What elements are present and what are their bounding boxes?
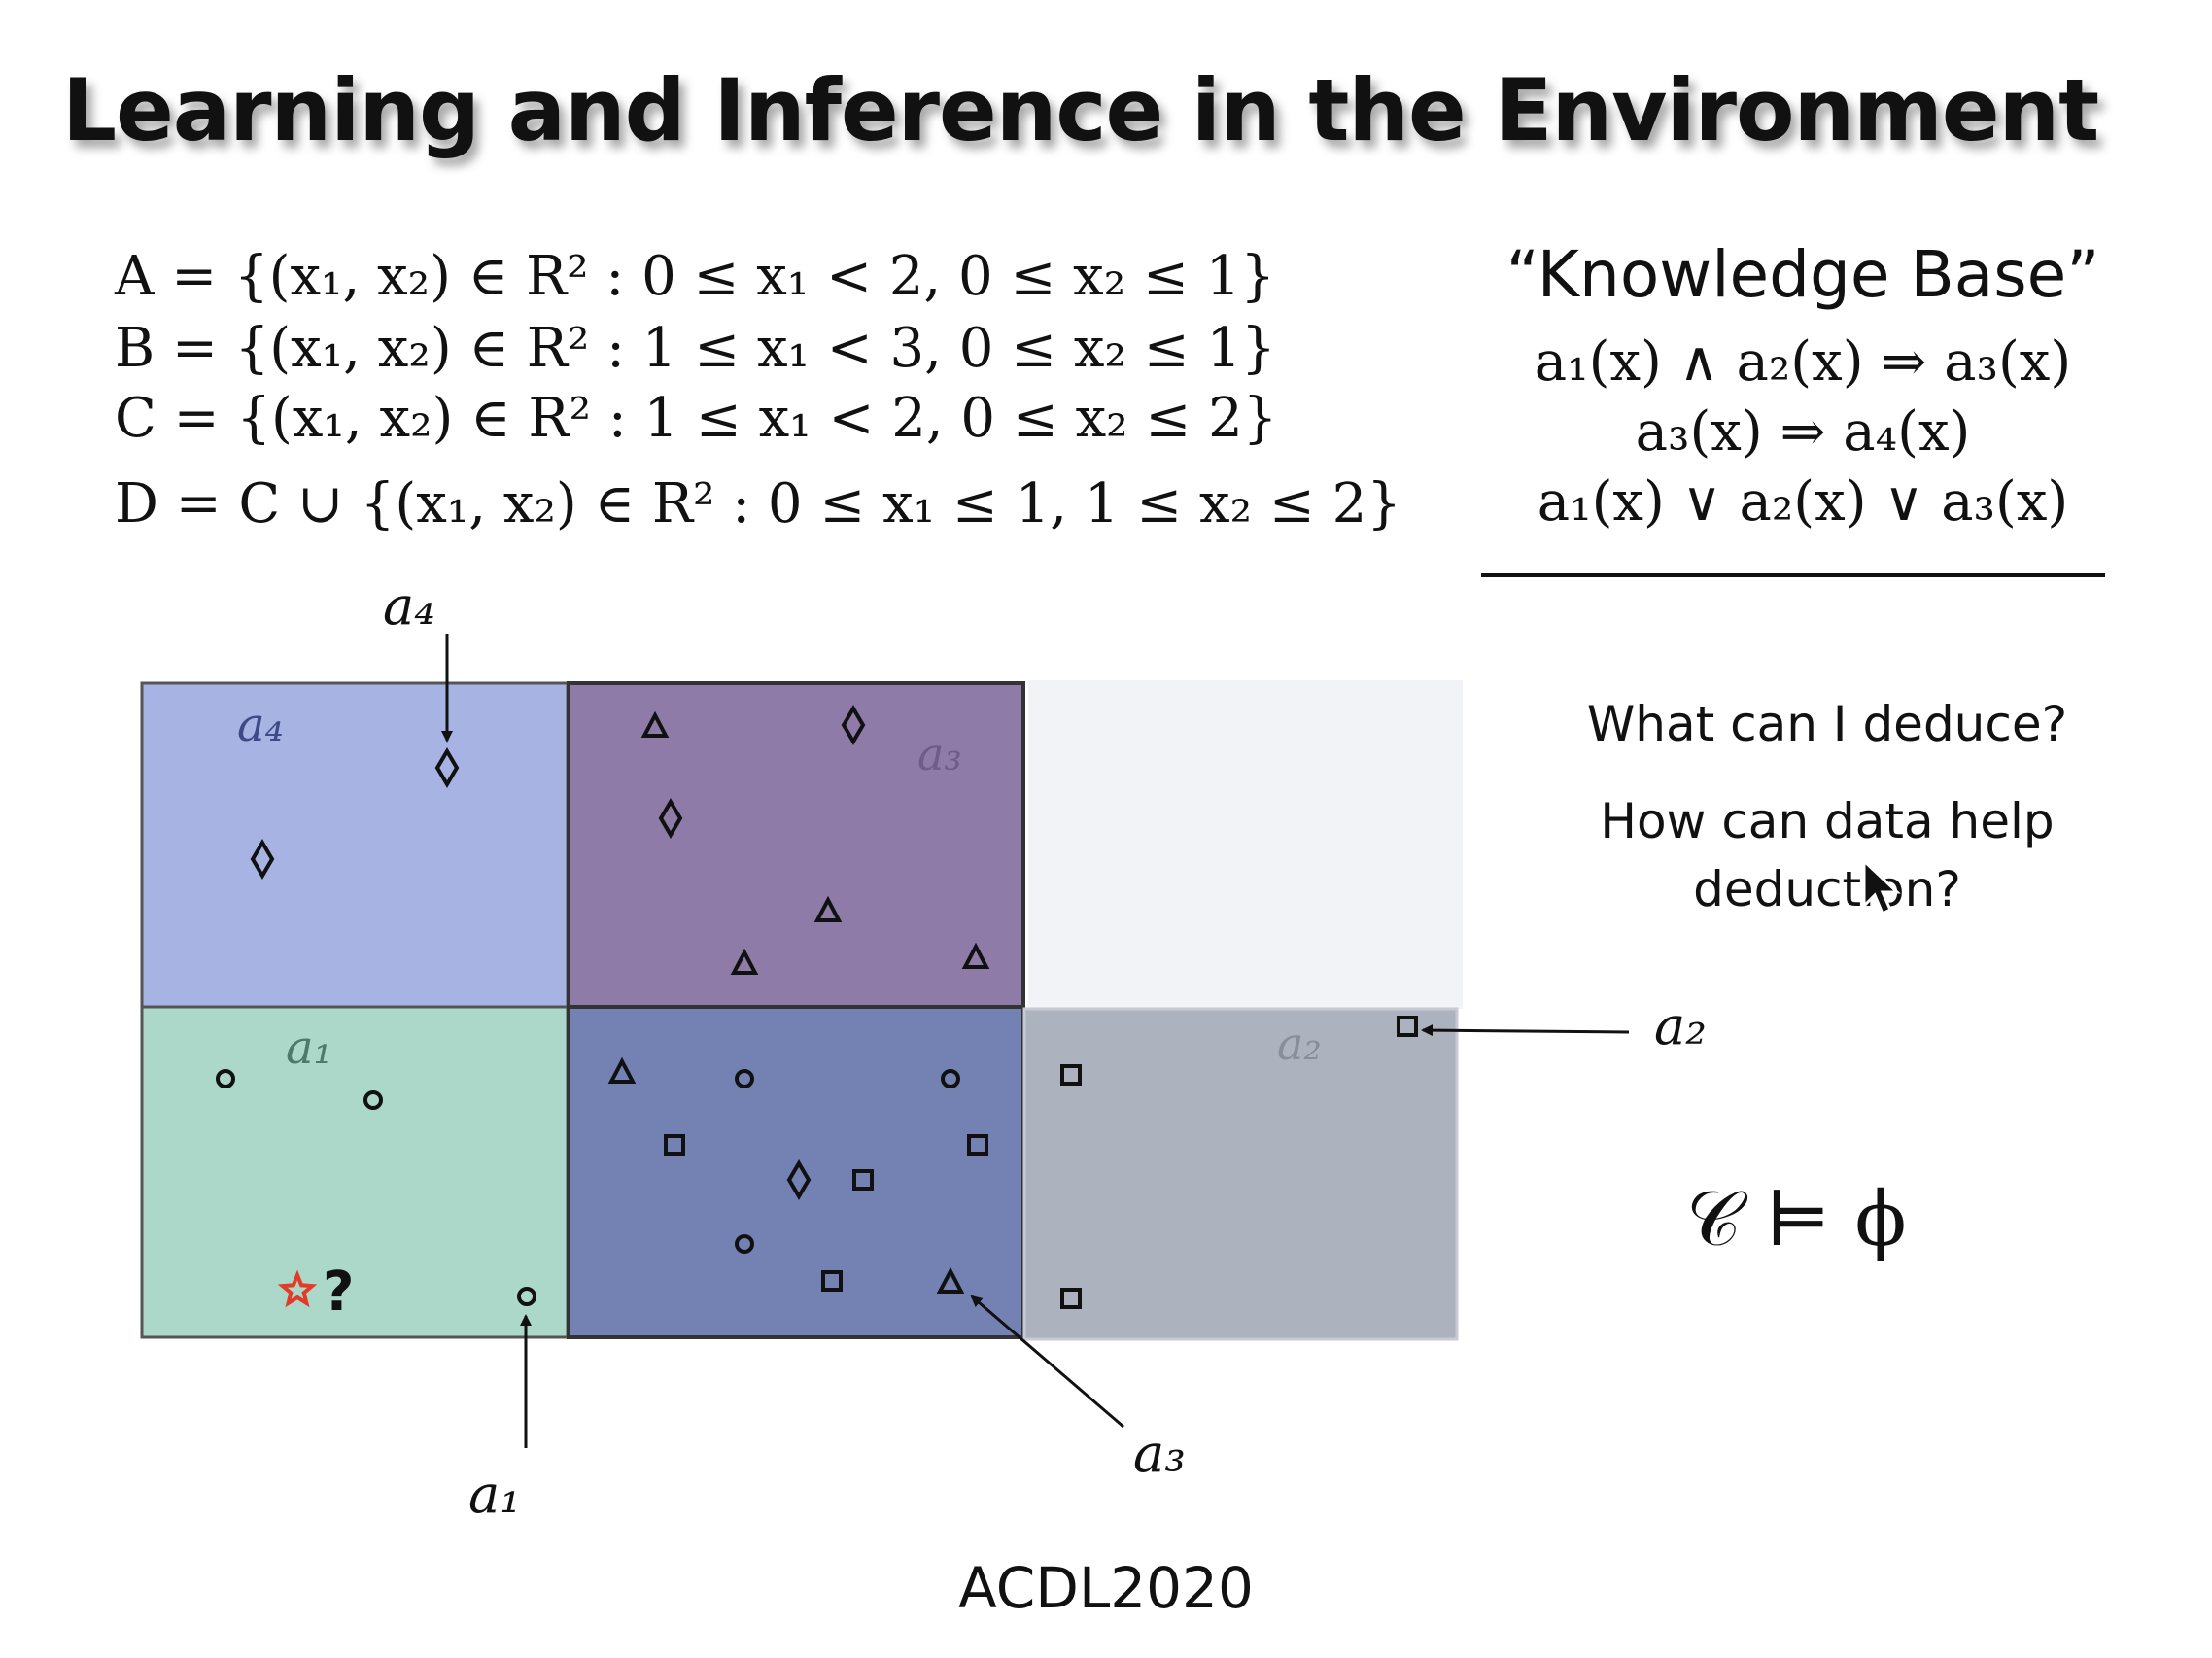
a1-callout-label: a₁ (468, 1464, 521, 1525)
a4-region (140, 681, 570, 1009)
circle-marker-overlap (735, 1069, 754, 1088)
triangle-marker-overlap (936, 1266, 965, 1294)
triangle-marker-a3 (640, 710, 670, 738)
a3-callout-label: a₃ (1133, 1423, 1186, 1484)
a2-region (1022, 1007, 1459, 1341)
empty-region (1028, 680, 1463, 1009)
definition-d: D = C ∪ {(x₁, x₂) ∈ R² : 0 ≤ x₁ ≤ 1, 1 ≤… (115, 472, 1401, 535)
kb-divider (1481, 573, 2105, 577)
region-label-a1: a₁ (286, 1020, 332, 1075)
a4-callout-label: a₄ (383, 575, 435, 637)
diamond-marker-a3 (841, 705, 866, 745)
triangle-marker-a3 (730, 948, 759, 975)
square-marker-a2 (1397, 1016, 1418, 1037)
question-deduce: What can I deduce? (1586, 696, 2068, 752)
square-marker-overlap (664, 1134, 685, 1156)
square-marker-a2 (1060, 1064, 1082, 1086)
question-data-help: How can data help deduction? (1600, 793, 2055, 917)
circle-marker-a1 (517, 1287, 536, 1306)
circle-marker-a1 (363, 1090, 383, 1110)
a2-callout-label: a₂ (1654, 995, 1707, 1056)
square-marker-overlap (821, 1270, 843, 1292)
triangle-marker-a3 (813, 895, 843, 922)
diamond-marker-a4 (434, 747, 460, 788)
a3-callout-arrow (970, 1295, 1124, 1429)
circle-marker-a1 (216, 1069, 235, 1088)
region-label-a3: a₃ (917, 728, 962, 780)
knowledge-base-heading: “Knowledge Base” (1505, 237, 2100, 312)
circle-marker-overlap (735, 1234, 754, 1254)
square-marker-a2 (1060, 1288, 1082, 1309)
region-label-a2: a₂ (1277, 1018, 1322, 1070)
triangle-marker-overlap (607, 1056, 637, 1084)
entailment-formula: 𝒞 ⊨ ϕ (1686, 1176, 1907, 1263)
circle-marker-overlap (941, 1069, 960, 1088)
data-markers (216, 705, 1418, 1309)
footer-label: ACDL2020 (958, 1555, 1254, 1621)
mouse-cursor-icon (1862, 859, 1901, 916)
square-marker-overlap (852, 1169, 874, 1191)
kb-rule-1: a₁(x) ∧ a₂(x) ⇒ a₃(x) (1534, 330, 2072, 394)
square-marker-overlap (967, 1134, 988, 1156)
definition-b: B = {(x₁, x₂) ∈ R² : 1 ≤ x₁ < 3, 0 ≤ x₂ … (115, 317, 1276, 380)
diamond-marker-a3 (658, 798, 683, 839)
kb-rule-3: a₁(x) ∨ a₂(x) ∨ a₃(x) (1537, 470, 2069, 534)
region-label-a4: a₄ (237, 698, 284, 752)
diamond-marker-overlap (786, 1159, 812, 1200)
query-mark: ? (323, 1261, 354, 1324)
definition-a: A = {(x₁, x₂) ∈ R² : 0 ≤ x₁ < 2, 0 ≤ x₂ … (115, 245, 1275, 308)
a1-region (140, 1005, 570, 1339)
definition-c: C = {(x₁, x₂) ∈ R² : 1 ≤ x₁ < 2, 0 ≤ x₂ … (115, 387, 1278, 450)
triangle-marker-a3 (961, 942, 990, 969)
diamond-marker-a4 (250, 839, 275, 880)
kb-rule-2: a₃(x) ⇒ a₄(x) (1635, 400, 1971, 464)
star-marker-a1 (277, 1269, 318, 1308)
a2-callout-arrow (1421, 1024, 1630, 1037)
slide-title: Learning and Inference in the Environmen… (62, 60, 2099, 160)
